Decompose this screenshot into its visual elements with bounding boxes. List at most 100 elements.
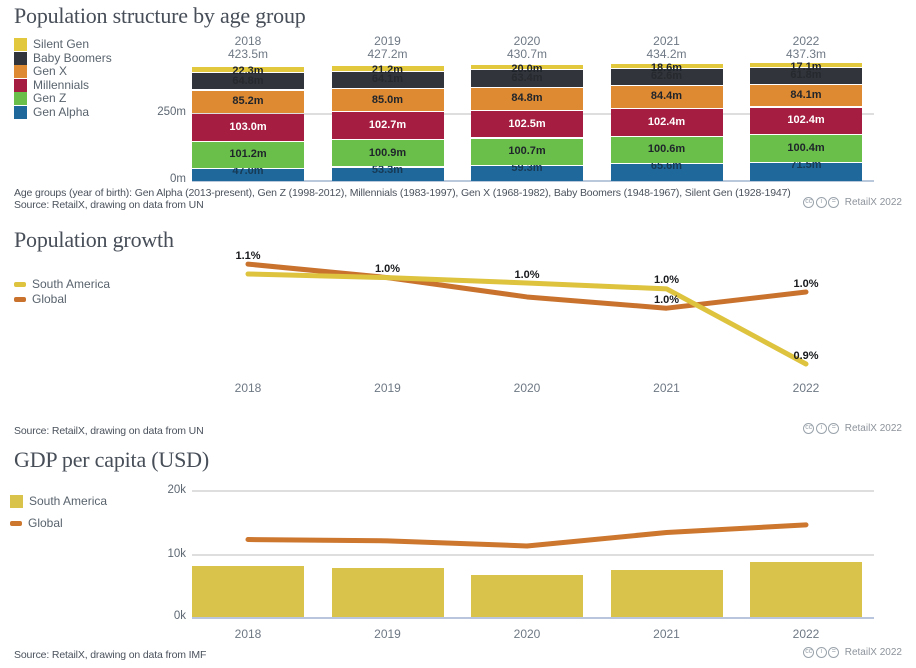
global-swatch — [10, 521, 22, 526]
bar-segment-value: 62.6m — [650, 70, 683, 83]
bar-segment-gen-x — [192, 90, 304, 113]
bar-segment-gen-x — [471, 87, 583, 110]
bar-segment-gen-alpha — [192, 169, 304, 181]
chart3-gridline-20k — [192, 490, 874, 492]
bar-segment-millennials — [192, 113, 304, 141]
legend-item-south-america: South America — [14, 278, 110, 291]
attribution-text: RetailX 2022 — [844, 423, 902, 434]
chart2-source: Source: RetailX, drawing on data from UN — [14, 425, 204, 437]
year-label: 2020 — [513, 34, 541, 48]
cc-nd-icon: = — [828, 197, 840, 208]
xtick: 2018 — [234, 627, 262, 641]
year-label: 2021 — [653, 34, 680, 48]
chart1-title: Population structure by age group — [14, 3, 306, 28]
year-total: 437.3m — [785, 47, 827, 61]
bar-segment-value: 103.0m — [229, 120, 267, 133]
bar-segment-value: 102.5m — [508, 117, 546, 130]
bar-segment-value: 64.1m — [371, 73, 404, 86]
xtick: 2020 — [513, 627, 541, 641]
legend-swatch — [14, 282, 26, 287]
gdp-bar — [192, 566, 304, 617]
bar-segment-value: 20.0m — [511, 62, 543, 75]
legend-item-silent-gen: Silent Gen — [14, 38, 112, 51]
bar-segment-baby-boomers — [471, 70, 583, 87]
xtick: 2022 — [792, 627, 820, 641]
attribution-text: RetailX 2022 — [844, 197, 902, 208]
chart3-legend: South America Global — [10, 495, 107, 531]
gdp-bar — [471, 574, 583, 617]
chart3-ytick-10k: 10k — [167, 548, 186, 560]
bar-segment-value: 100.6m — [647, 143, 686, 156]
bar-segment-gen-x — [331, 89, 444, 112]
cc-by-icon: i — [815, 423, 827, 434]
chart1-baseline — [192, 180, 874, 182]
attribution-text: RetailX 2022 — [844, 647, 902, 658]
year-total: 427.2m — [367, 47, 408, 61]
legend-item-gen-z: Gen Z — [14, 92, 112, 105]
chart3-baseline — [192, 616, 874, 619]
bar-segment-value: 84.1m — [790, 88, 822, 101]
legend-label: South America — [32, 277, 111, 291]
chart3-ytick-20k: 20k — [167, 484, 186, 496]
chart3-title: GDP per capita (USD) — [14, 447, 209, 472]
south-america-swatch — [10, 495, 23, 508]
legend-swatch — [14, 38, 27, 51]
cc-nd-icon: = — [828, 423, 840, 434]
bar-segment-silent-gen — [331, 66, 444, 71]
point-label: 1.0% — [374, 263, 401, 276]
point-label: 1.0% — [653, 274, 680, 287]
chart1-legend: Silent Gen Baby Boomers Gen X Millennials Ge… — [14, 38, 112, 119]
bar-segment-millennials — [471, 110, 583, 138]
cc-icon: cc — [803, 647, 815, 658]
point-label: 1.0% — [653, 293, 680, 306]
bar-segment-value: 101.2m — [229, 148, 267, 161]
chart1-attribution: cc i = RetailX 2022 — [803, 197, 902, 208]
xtick: 2022 — [792, 381, 820, 395]
gdp-bar — [750, 561, 862, 617]
cc-icon: cc — [803, 423, 815, 434]
chart1-ytick-0m: 0m — [170, 173, 186, 185]
point-label: 1.0% — [514, 268, 540, 281]
bar-segment-gen-z — [192, 141, 304, 169]
legend-swatch — [14, 297, 26, 302]
bar-segment-value: 102.4m — [647, 115, 686, 128]
year-label: 2018 — [234, 34, 262, 48]
bar-segment-gen-alpha — [331, 167, 444, 181]
legend-swatch — [14, 65, 27, 78]
bar-segment-silent-gen — [192, 67, 304, 72]
bar-segment-gen-z — [331, 140, 444, 167]
bar-segment-silent-gen — [610, 64, 723, 68]
bar-segment-value: 102.7m — [368, 119, 407, 132]
bar-segment-gen-alpha — [750, 162, 862, 181]
point-label: 1.0% — [793, 277, 819, 290]
bar-segment-value: 21.2m — [371, 63, 404, 76]
point-label: 0.9% — [793, 349, 819, 362]
legend-item-south-america: South America — [10, 495, 107, 508]
legend-label: Millennials — [33, 77, 90, 92]
legend-label: Gen X — [33, 64, 68, 78]
year-label: 2019 — [374, 34, 401, 48]
legend-label: Silent Gen — [33, 37, 90, 51]
gdp-bar — [610, 569, 723, 617]
year-total: 430.7m — [506, 47, 548, 61]
bar-segment-gen-z — [750, 135, 862, 162]
xtick: 2019 — [374, 627, 401, 641]
chart2-title: Population growth — [14, 227, 174, 252]
legend-label: Baby Boomers — [33, 50, 112, 65]
chart1-source: Source: RetailX, drawing on data from UN — [14, 199, 204, 211]
bar-segment-millennials — [750, 107, 862, 135]
bar-segment-millennials — [331, 112, 444, 140]
legend-swatch — [14, 92, 27, 105]
bar-segment-silent-gen — [471, 65, 583, 70]
bar-segment-value: 84.8m — [511, 92, 543, 105]
legend-item-gen-alpha: Gen Alpha — [14, 105, 112, 119]
bar-segment-value: 100.7m — [508, 145, 546, 158]
bar-segment-value: 53.3m — [371, 163, 404, 176]
chart3-ytick-0k: 0k — [173, 610, 186, 622]
chart1-footnote: Age groups (year of birth): Gen Alpha (2… — [14, 187, 791, 199]
xtick: 2020 — [513, 381, 541, 395]
